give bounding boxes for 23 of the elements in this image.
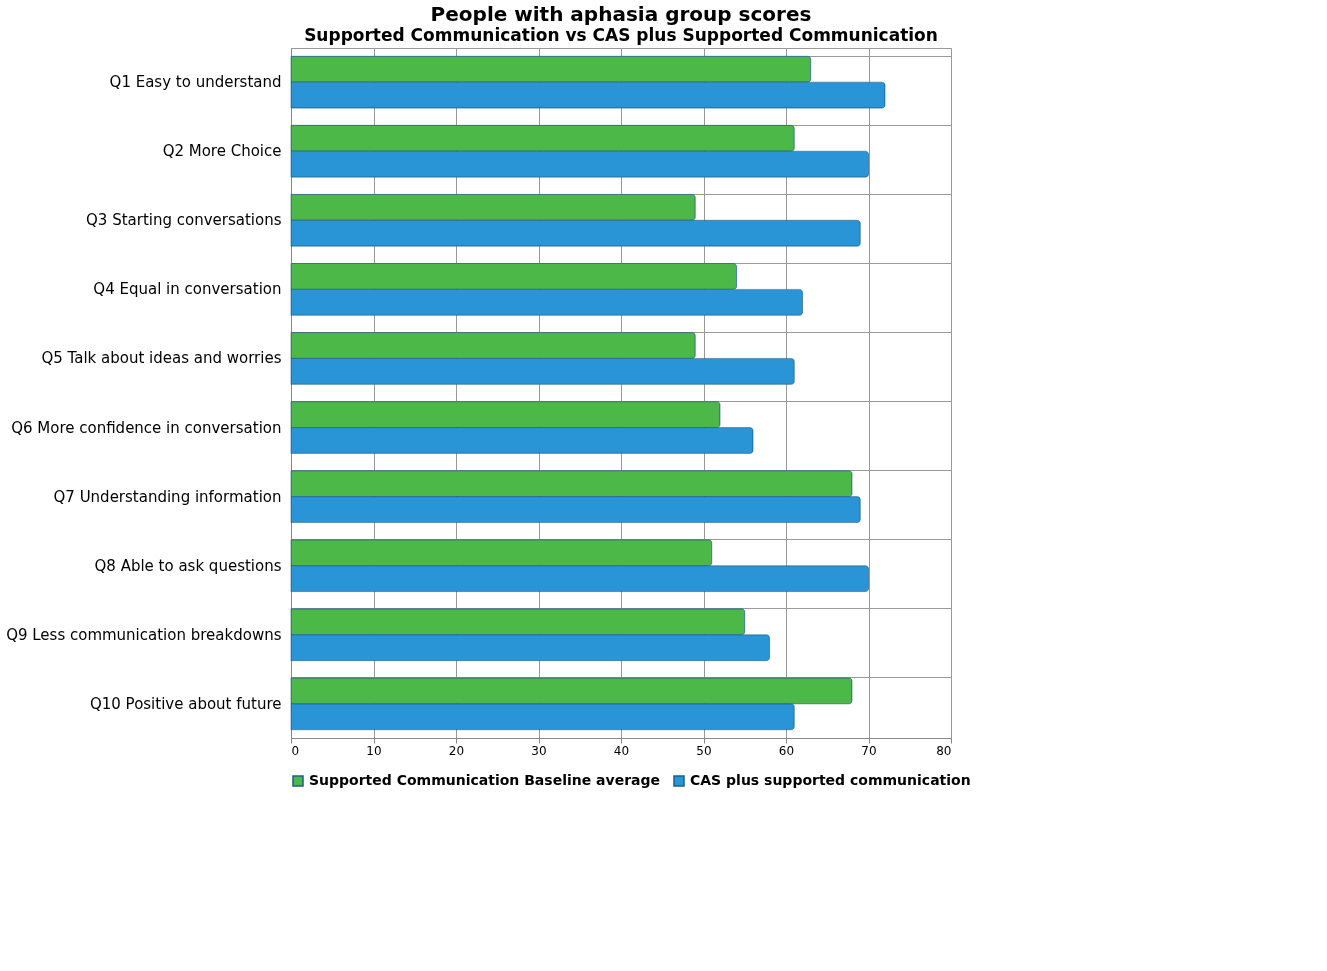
- x-tick-label: 50: [696, 743, 712, 758]
- x-tick-label: 70: [861, 743, 877, 758]
- y-tick-label: Q7 Understanding information: [53, 487, 282, 506]
- x-tick-label: 40: [613, 743, 630, 758]
- y-tick-label: Q2 More Choice: [162, 142, 282, 161]
- y-tick-label: Q10 Positive about future: [89, 694, 282, 713]
- chart-subtitle: Supported Communication vs CAS plus Supported Communication: [304, 25, 938, 45]
- x-tick-label: 60: [778, 743, 795, 758]
- x-tick-label: 30: [531, 743, 547, 758]
- x-tick-label: 80: [936, 743, 952, 758]
- legend-label: Supported Communication Baseline average: [309, 772, 661, 788]
- x-tick-label: 10: [366, 743, 382, 758]
- y-tick-label: Q1 Easy to understand: [109, 73, 282, 92]
- y-tick-label: Q8 Able to ask questions: [94, 556, 282, 575]
- y-tick-label: Q6 More confidence in conversation: [11, 418, 282, 437]
- y-tick-label: Q5 Talk about ideas and worries: [41, 349, 282, 368]
- x-tick-label: 0: [291, 743, 300, 758]
- y-tick-label: Q9 Less communication breakdowns: [6, 625, 282, 644]
- legend-label: CAS plus supported communication: [690, 772, 971, 788]
- y-tick-label: Q3 Starting conversations: [86, 211, 282, 230]
- x-tick-label: 20: [448, 743, 465, 758]
- chart-title: People with aphasia group scores: [430, 2, 812, 26]
- y-tick-label: Q4 Equal in conversation: [93, 280, 282, 299]
